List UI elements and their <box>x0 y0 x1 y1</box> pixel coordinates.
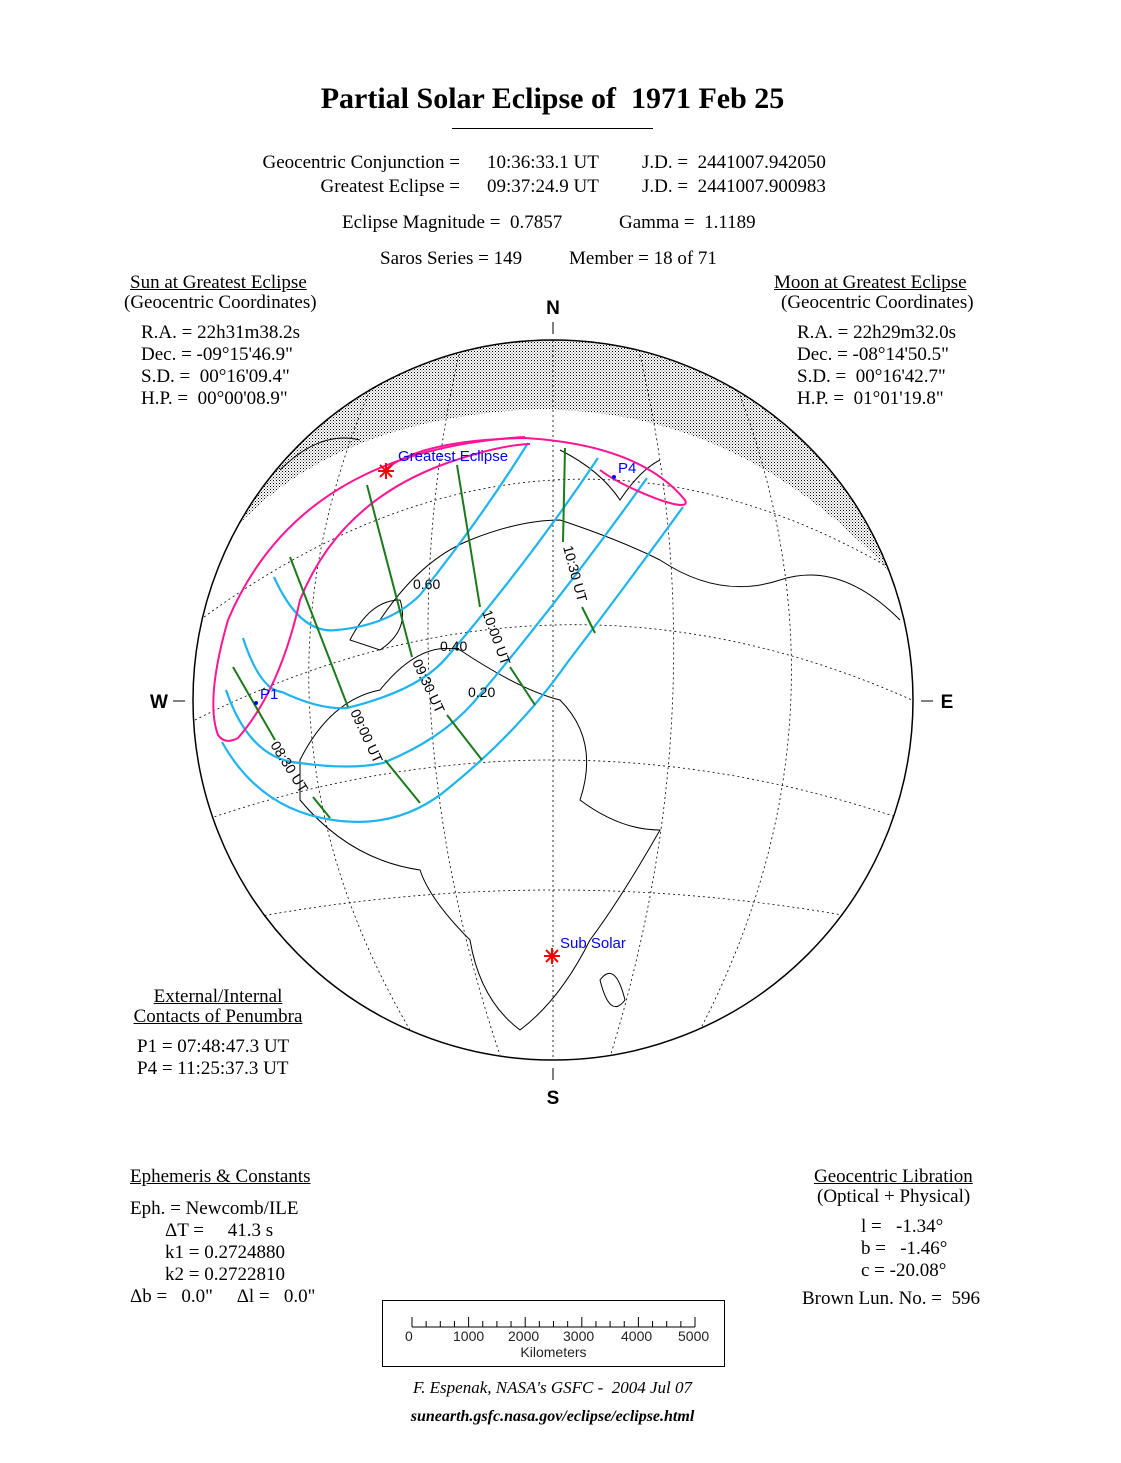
globe-outline <box>192 339 914 1061</box>
scale-tick-1000: 1000 <box>453 1328 485 1344</box>
p1-point <box>254 701 258 705</box>
magnitude-curves <box>221 442 684 823</box>
conjunction-label: Geocentric Conjunction = <box>262 152 461 173</box>
ephemeris-eph: Eph. = Newcomb/ILE <box>130 1198 299 1219</box>
greatest-eclipse-label: Greatest Eclipse <box>398 448 508 465</box>
moon-ra: R.A. = 22h29m32.0s <box>797 322 957 343</box>
graticule <box>194 340 913 1060</box>
sun-dec: Dec. = -09°15'46.9" <box>141 344 293 365</box>
compass-west: W <box>150 692 168 713</box>
night-shading <box>193 340 913 690</box>
sun-heading: Sun at Greatest Eclipse <box>130 272 307 293</box>
outer-limit <box>212 436 531 742</box>
time-label-1000: 10:00 UT <box>479 608 514 668</box>
brown-lunation: Brown Lun. No. = 596 <box>802 1288 981 1309</box>
p1-label: P1 <box>260 686 278 703</box>
saros-series: Saros Series = 149 <box>380 248 523 269</box>
source-url: sunearth.gsfc.nasa.gov/eclipse/eclipse.h… <box>410 1408 695 1425</box>
scale-bar: 0 1000 2000 3000 4000 5000 Kilometers <box>382 1300 725 1367</box>
ephemeris-k2: k2 = 0.2722810 <box>165 1264 285 1285</box>
contact-p4: P4 = 11:25:37.3 UT <box>137 1058 289 1079</box>
time-label-0930: 09:30 UT <box>409 657 448 716</box>
contacts-heading-2: Contacts of Penumbra <box>133 1006 303 1027</box>
time-label-1030: 10:30 UT <box>560 544 590 604</box>
moon-hp: H.P. = 01°01'19.8" <box>797 388 944 409</box>
sub-solar-marker: Sub Solar <box>544 935 626 964</box>
magnitude-label-020: 0.20 <box>468 684 495 700</box>
greatest-label: Greatest Eclipse = <box>320 176 460 197</box>
sun-sd: S.D. = 00°16'09.4" <box>141 366 290 387</box>
page-title: Partial Solar Eclipse of 1971 Feb 25 <box>320 82 785 115</box>
libration-subheading: (Optical + Physical) <box>817 1186 971 1207</box>
sub-solar-label: Sub Solar <box>560 935 626 952</box>
libration-heading: Geocentric Libration <box>814 1166 973 1187</box>
compass-east: E <box>941 692 954 713</box>
credit: F. Espenak, NASA's GSFC - 2004 Jul 07 <box>412 1378 693 1397</box>
greatest-jd: J.D. = 2441007.900983 <box>642 176 826 197</box>
magnitude-labels: 0.60 0.40 0.20 <box>413 576 495 700</box>
moon-heading: Moon at Greatest Eclipse <box>774 272 967 293</box>
scale-tick-2000: 2000 <box>508 1328 540 1344</box>
ephemeris-delta-t: ΔT = 41.3 s <box>165 1220 274 1241</box>
scale-tick-3000: 3000 <box>563 1328 595 1344</box>
contacts-heading-1: External/Internal <box>153 986 283 1007</box>
ephemeris-k1: k1 = 0.2724880 <box>165 1242 285 1263</box>
magnitude-label-040: 0.40 <box>440 638 467 654</box>
moon-dec: Dec. = -08°14'50.5" <box>797 344 949 365</box>
title-rule <box>452 128 653 129</box>
libration-c: c = -20.08° <box>861 1260 947 1281</box>
compass-north: N <box>546 298 560 319</box>
compass-labels: N S W E <box>150 298 953 1109</box>
magnitude-label-060: 0.60 <box>413 576 440 592</box>
time-lines <box>232 447 596 819</box>
libration-l: l = -1.34° <box>861 1216 944 1237</box>
conjunction-jd: J.D. = 2441007.942050 <box>642 152 826 173</box>
magnitude-curve-0.20 <box>224 477 648 768</box>
scale-unit: Kilometers <box>520 1344 587 1360</box>
libration-b: b = -1.46° <box>861 1238 948 1259</box>
scale-tick-4000: 4000 <box>621 1328 653 1344</box>
sun-hp: H.P. = 00°00'08.9" <box>141 388 288 409</box>
scale-ruler <box>411 1317 696 1328</box>
time-label-0900: 09:00 UT <box>347 707 386 766</box>
compass-south: S <box>547 1088 560 1109</box>
time-label-0830: 08:30 UT <box>267 738 311 796</box>
magnitude-curve-0.40 <box>241 457 599 710</box>
conjunction-time: 10:36:33.1 UT <box>487 152 599 173</box>
sun-ra: R.A. = 22h31m38.2s <box>141 322 301 343</box>
star-icon <box>378 463 394 479</box>
p4-point <box>612 475 616 479</box>
saros-member: Member = 18 of 71 <box>569 248 717 269</box>
greatest-time: 09:37:24.9 UT <box>487 176 599 197</box>
star-icon <box>544 948 560 964</box>
compass-ticks <box>173 322 933 1080</box>
contact-p1: P1 = 07:48:47.3 UT <box>137 1036 290 1057</box>
p4-label: P4 <box>618 460 636 477</box>
scale-tick-0: 0 <box>405 1328 413 1344</box>
moon-subheading: (Geocentric Coordinates) <box>781 292 974 313</box>
greatest-eclipse-marker: Greatest Eclipse <box>378 448 508 479</box>
eclipse-magnitude: Eclipse Magnitude = 0.7857 <box>342 212 563 233</box>
ephemeris-heading: Ephemeris & Constants <box>130 1166 311 1187</box>
moon-sd: S.D. = 00°16'42.7" <box>797 366 946 387</box>
gamma: Gamma = 1.1189 <box>619 212 756 233</box>
northern-limit <box>384 436 687 506</box>
magnitude-curve-0.00 <box>221 506 684 823</box>
penumbra-limits <box>212 436 687 742</box>
sun-subheading: (Geocentric Coordinates) <box>124 292 317 313</box>
scale-tick-5000: 5000 <box>678 1328 710 1344</box>
ephemeris-db-dl: Δb = 0.0" Δl = 0.0" <box>130 1286 316 1307</box>
